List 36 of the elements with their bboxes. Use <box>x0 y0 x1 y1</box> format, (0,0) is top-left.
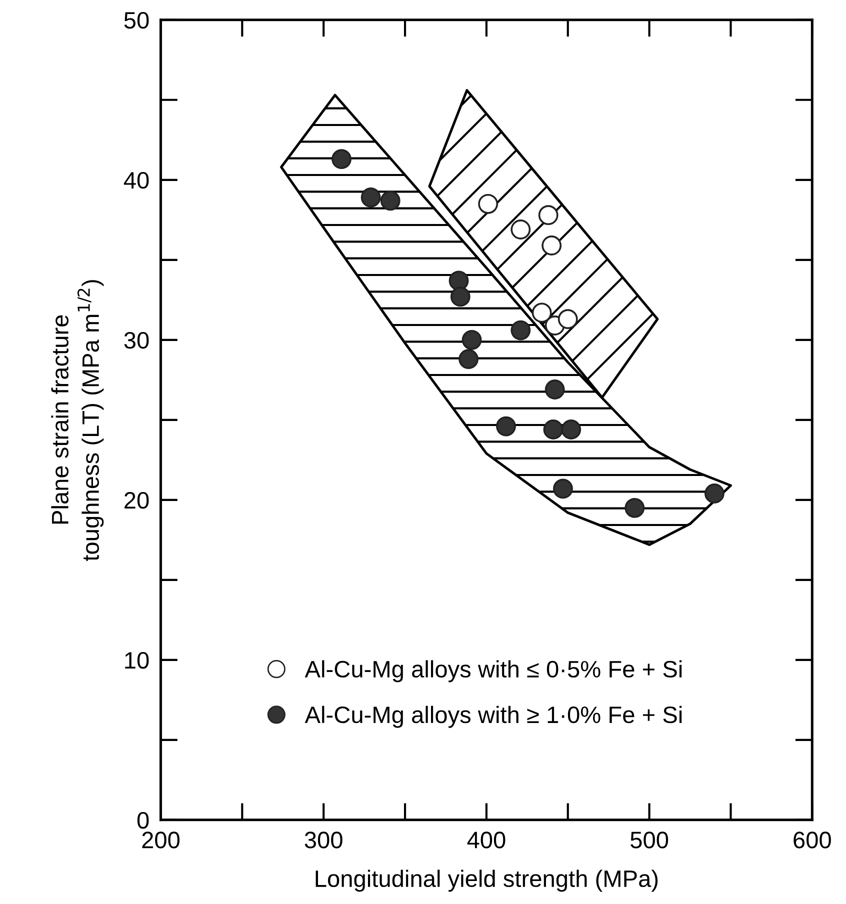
legend-label: Al-Cu-Mg alloys with ≤ 0·5% Fe + Si <box>304 660 682 682</box>
y-tick-label: 10 <box>125 652 149 669</box>
x-tick-label: 600 <box>794 832 831 848</box>
point <box>538 205 558 226</box>
point <box>510 220 531 240</box>
x-axis-title: Longitudinal yield strength (MPa) <box>316 870 658 892</box>
y-tick-label: 0 <box>137 812 149 829</box>
y-tick-label: 40 <box>124 172 149 189</box>
point <box>624 498 645 518</box>
point <box>496 416 516 436</box>
y-tick-label: 30 <box>124 332 149 349</box>
point <box>561 420 582 440</box>
point <box>478 194 498 214</box>
point <box>544 380 565 400</box>
point <box>704 484 724 504</box>
x-tick-label: 300 <box>304 832 342 848</box>
point <box>332 149 352 170</box>
point <box>553 478 573 499</box>
point <box>543 420 564 440</box>
point <box>458 349 478 370</box>
point <box>542 236 562 256</box>
y-axis-title: Plane strain fracture toughness (LT) (MPa m$^{1/2}$) <box>51 280 104 561</box>
point <box>532 302 552 323</box>
point <box>450 286 470 307</box>
y-tick-label: 20 <box>124 492 149 509</box>
x-tick-label: 200 <box>142 832 180 848</box>
point <box>448 270 469 291</box>
x-tick-label: 400 <box>467 832 506 848</box>
point <box>558 309 578 330</box>
point <box>462 330 482 350</box>
point <box>380 190 400 211</box>
point <box>510 320 531 340</box>
point <box>360 188 381 208</box>
y-tick-label: 50 <box>124 12 149 29</box>
x-tick-label: 500 <box>630 832 668 848</box>
legend-label: Al-Cu-Mg alloys with ≥ 1·0% Fe + Si <box>304 706 682 728</box>
